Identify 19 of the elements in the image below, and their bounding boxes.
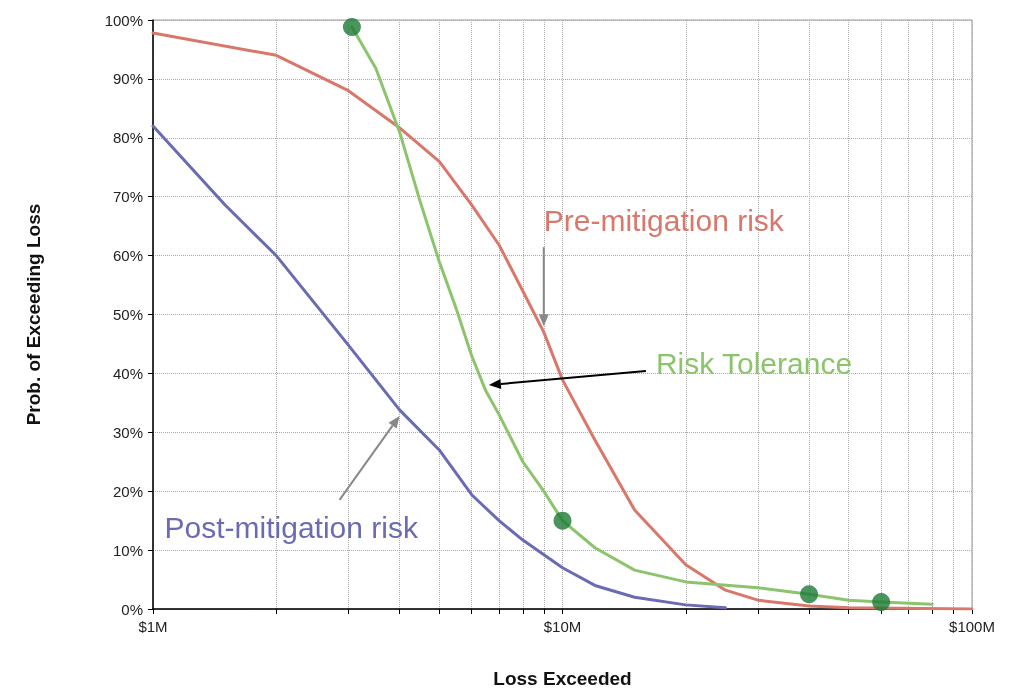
text: Risk Tolerance <box>655 346 853 380</box>
series-label: Pre-mitigation risk <box>543 203 785 237</box>
y-tick-label: 20% <box>112 482 143 500</box>
y-tick-label: 40% <box>112 364 143 382</box>
y-tick-label: 30% <box>112 423 143 441</box>
y-tick-label: 50% <box>112 306 143 323</box>
x-axis-title: Loss Exceeded <box>493 668 632 689</box>
y-tick-label: 80% <box>112 129 143 147</box>
y-tick-label: 100% <box>104 11 143 29</box>
y-tick-label: 10% <box>112 541 143 559</box>
y-tick-label: 60% <box>112 247 143 265</box>
series-label: Post-mitigation risk <box>164 511 419 545</box>
y-tick-label: 70% <box>112 188 143 206</box>
y-tick-label: 0% <box>121 600 143 618</box>
x-tick-label: $100M <box>949 618 995 635</box>
y-tick-label: 90% <box>112 70 143 88</box>
x-tick-label: $10M <box>543 618 582 635</box>
x-tick-label: $1M <box>138 618 168 635</box>
y-axis-title: Prob. of Exceeding Loss <box>23 203 44 426</box>
